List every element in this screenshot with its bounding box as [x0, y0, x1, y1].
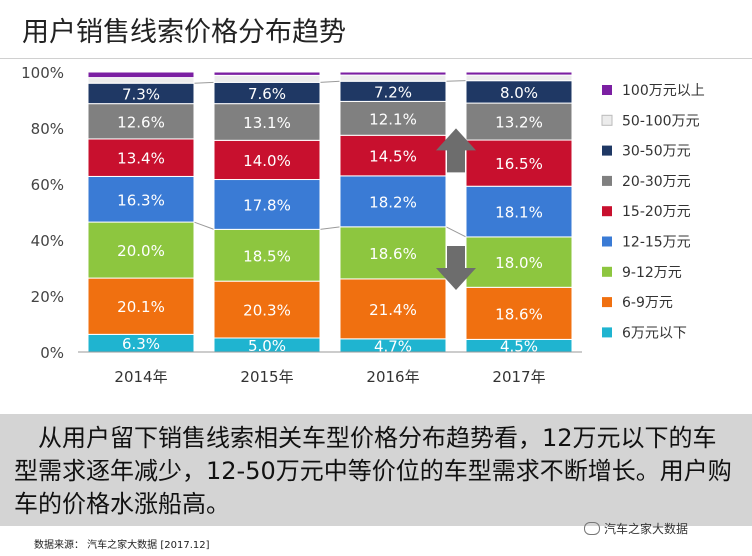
- data-label: 7.3%: [122, 85, 160, 103]
- bar-segment: [465, 185, 573, 238]
- legend-swatch: [602, 206, 612, 217]
- data-label: 18.5%: [243, 247, 291, 265]
- connector-line: [319, 226, 341, 230]
- legend-swatch: [602, 266, 612, 277]
- data-label: 8.0%: [500, 84, 538, 102]
- x-tick-label: 2014年: [114, 368, 167, 386]
- legend-label: 9-12万元: [622, 265, 682, 281]
- legend-swatch: [602, 85, 612, 95]
- bar-segment: [213, 74, 321, 83]
- data-label: 20.0%: [117, 242, 165, 260]
- wechat-account: 汽车之家大数据: [584, 520, 688, 537]
- data-label: 14.0%: [243, 152, 291, 170]
- x-tick-label: 2017年: [492, 368, 545, 386]
- bar-segment: [213, 103, 321, 141]
- up-arrow-icon: [436, 128, 476, 173]
- bar-segment: [465, 139, 573, 187]
- data-label: 7.6%: [248, 85, 286, 103]
- y-tick-label: 0%: [40, 344, 64, 362]
- summary-text: 从用户留下销售线索相关车型价格分布趋势看，12万元以下的车型需求逐年减少，12-…: [14, 424, 732, 518]
- bar-segment: [339, 71, 447, 76]
- data-source: 数据来源： 汽车之家大数据 [2017.12]: [34, 540, 210, 551]
- legend-swatch: [602, 145, 612, 156]
- bar-segment: [87, 77, 195, 84]
- legend-label: 6万元以下: [622, 325, 687, 341]
- data-label: 12.6%: [117, 113, 165, 131]
- wechat-icon: [584, 522, 600, 535]
- bar-segment: [213, 179, 321, 230]
- bar-segment: [213, 139, 321, 181]
- bar-segment: [87, 103, 195, 140]
- legend-label: 50-100万元: [622, 113, 700, 129]
- legend-swatch: [602, 327, 612, 338]
- data-label: 18.6%: [369, 245, 417, 263]
- data-label: 13.4%: [117, 150, 165, 168]
- data-label: 16.5%: [495, 155, 543, 173]
- stacked-bar-chart: 6.3% 5.0% 4.7% 4.5% 20.1% 20.3% 21.4% 18.6% 20.0…: [21, 64, 705, 386]
- data-label: 16.3%: [117, 191, 165, 209]
- data-label: 13.2%: [495, 114, 543, 132]
- legend-swatch: [602, 297, 612, 308]
- data-label: 4.5%: [500, 338, 538, 356]
- data-label: 18.2%: [369, 193, 417, 211]
- data-label: 20.1%: [117, 298, 165, 316]
- down-arrow-icon: [436, 246, 476, 290]
- data-label: 13.1%: [243, 114, 291, 132]
- summary-panel: [0, 414, 752, 526]
- page-title: 用户销售线索价格分布趋势: [22, 17, 346, 48]
- data-label: 18.1%: [495, 204, 543, 222]
- legend-swatch: [601, 114, 613, 126]
- legend-label: 20-30万元: [622, 174, 691, 190]
- data-label: 18.6%: [495, 305, 543, 323]
- bar-segment: [339, 226, 447, 280]
- legend-swatch: [602, 236, 612, 247]
- y-tick-label: 80%: [31, 120, 64, 138]
- y-tick-label: 40%: [31, 232, 64, 250]
- data-label: 12.1%: [369, 110, 417, 128]
- x-tick-label: 2016年: [366, 368, 419, 386]
- data-label: 17.8%: [243, 196, 291, 214]
- bar-segment: [87, 138, 195, 177]
- legend-label: 15-20万元: [622, 204, 691, 220]
- connector-line: [445, 80, 467, 82]
- y-tick-label: 60%: [31, 176, 64, 194]
- connector-line: [193, 81, 215, 84]
- data-label: 7.2%: [374, 83, 412, 101]
- legend-swatch: [602, 175, 612, 186]
- bar-segment: [339, 175, 447, 228]
- bar-segment: [465, 71, 573, 76]
- legend-label: 6-9万元: [622, 295, 673, 311]
- data-label: 4.7%: [374, 337, 412, 355]
- data-label: 6.3%: [122, 335, 160, 353]
- bar-segment: [465, 236, 573, 288]
- bar-segment: [87, 277, 195, 335]
- bar-segment: [339, 74, 447, 82]
- bar-segment: [213, 228, 321, 282]
- bar-segment: [87, 71, 195, 79]
- bar-segment: [339, 134, 447, 177]
- data-label: 21.4%: [369, 301, 417, 319]
- data-label: 14.5%: [369, 148, 417, 166]
- connector-line: [445, 226, 467, 238]
- data-label: 5.0%: [248, 337, 286, 355]
- wechat-account-name: 汽车之家大数据: [604, 522, 689, 536]
- y-tick-label: 20%: [31, 288, 64, 306]
- data-label: 18.0%: [495, 254, 543, 272]
- legend-label: 12-15万元: [622, 235, 691, 251]
- legend-label: 30-50万元: [622, 144, 691, 160]
- legend-label: 100万元以上: [622, 83, 705, 99]
- bar-segment: [213, 71, 321, 76]
- bar-segment: [339, 100, 447, 136]
- bar-segment: [87, 221, 195, 279]
- connector-line: [319, 80, 341, 83]
- x-tick-label: 2015年: [240, 368, 293, 386]
- data-label: 20.3%: [243, 302, 291, 320]
- connector-line: [193, 221, 215, 230]
- title-divider: [0, 58, 752, 59]
- y-tick-label: 100%: [21, 64, 64, 82]
- bar-segment: [465, 74, 573, 82]
